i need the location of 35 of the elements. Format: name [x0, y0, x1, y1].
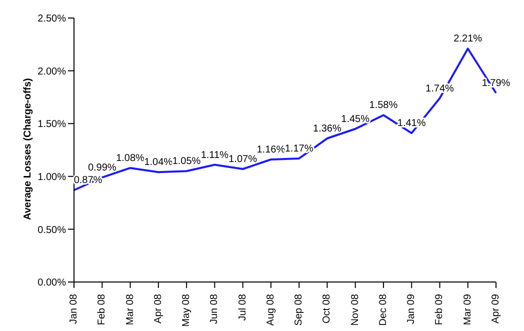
data-label: 1.17% [284, 143, 314, 154]
data-label: 1.05% [172, 156, 201, 168]
y-tick-label: 1.50% [38, 119, 66, 130]
y-tick-label: 1.00% [38, 172, 66, 183]
data-label: 1.36% [313, 123, 342, 134]
x-tick-label: Sep 08 [294, 294, 305, 326]
data-label: 0.99% [88, 162, 116, 174]
data-label: 1.04% [144, 157, 173, 168]
data-label: 2.21% [454, 34, 482, 45]
data-label: 1.58% [369, 100, 398, 112]
x-tick-label: Apr 09 [490, 294, 502, 324]
x-tick-label: Feb 08 [96, 294, 108, 326]
y-tick-label: 0.00% [38, 278, 66, 289]
x-tick-label: Jul 08 [237, 294, 248, 321]
data-label: 1.11% [200, 150, 229, 161]
y-tick-label: 2.00% [38, 66, 66, 78]
data-label: 1.07% [228, 154, 258, 166]
data-label: 1.16% [256, 144, 286, 156]
x-tick-label: Mar 09 [462, 294, 474, 326]
x-tick-label: Feb 09 [434, 294, 446, 326]
x-tick-label: Oct 08 [322, 294, 333, 324]
x-tick-label: Apr 08 [152, 294, 164, 324]
y-tick-label: 2.50% [38, 14, 66, 25]
y-axis-title: Average Losses (Charge-offs) [22, 78, 34, 220]
x-tick-label: Mar 08 [124, 294, 136, 326]
x-tick-label: Jan 08 [68, 294, 80, 324]
x-tick-label: Dec 08 [378, 294, 389, 326]
x-tick-label: May 08 [181, 294, 192, 327]
x-tick-label: Jun 08 [209, 294, 220, 324]
data-label: 1.08% [116, 152, 145, 164]
y-tick-label: 0.50% [38, 224, 66, 236]
x-tick-label: Aug 08 [265, 294, 276, 326]
x-tick-label: Nov 08 [350, 294, 361, 326]
data-label: 1.45% [341, 114, 370, 125]
x-tick-label: Jan 09 [406, 294, 418, 324]
